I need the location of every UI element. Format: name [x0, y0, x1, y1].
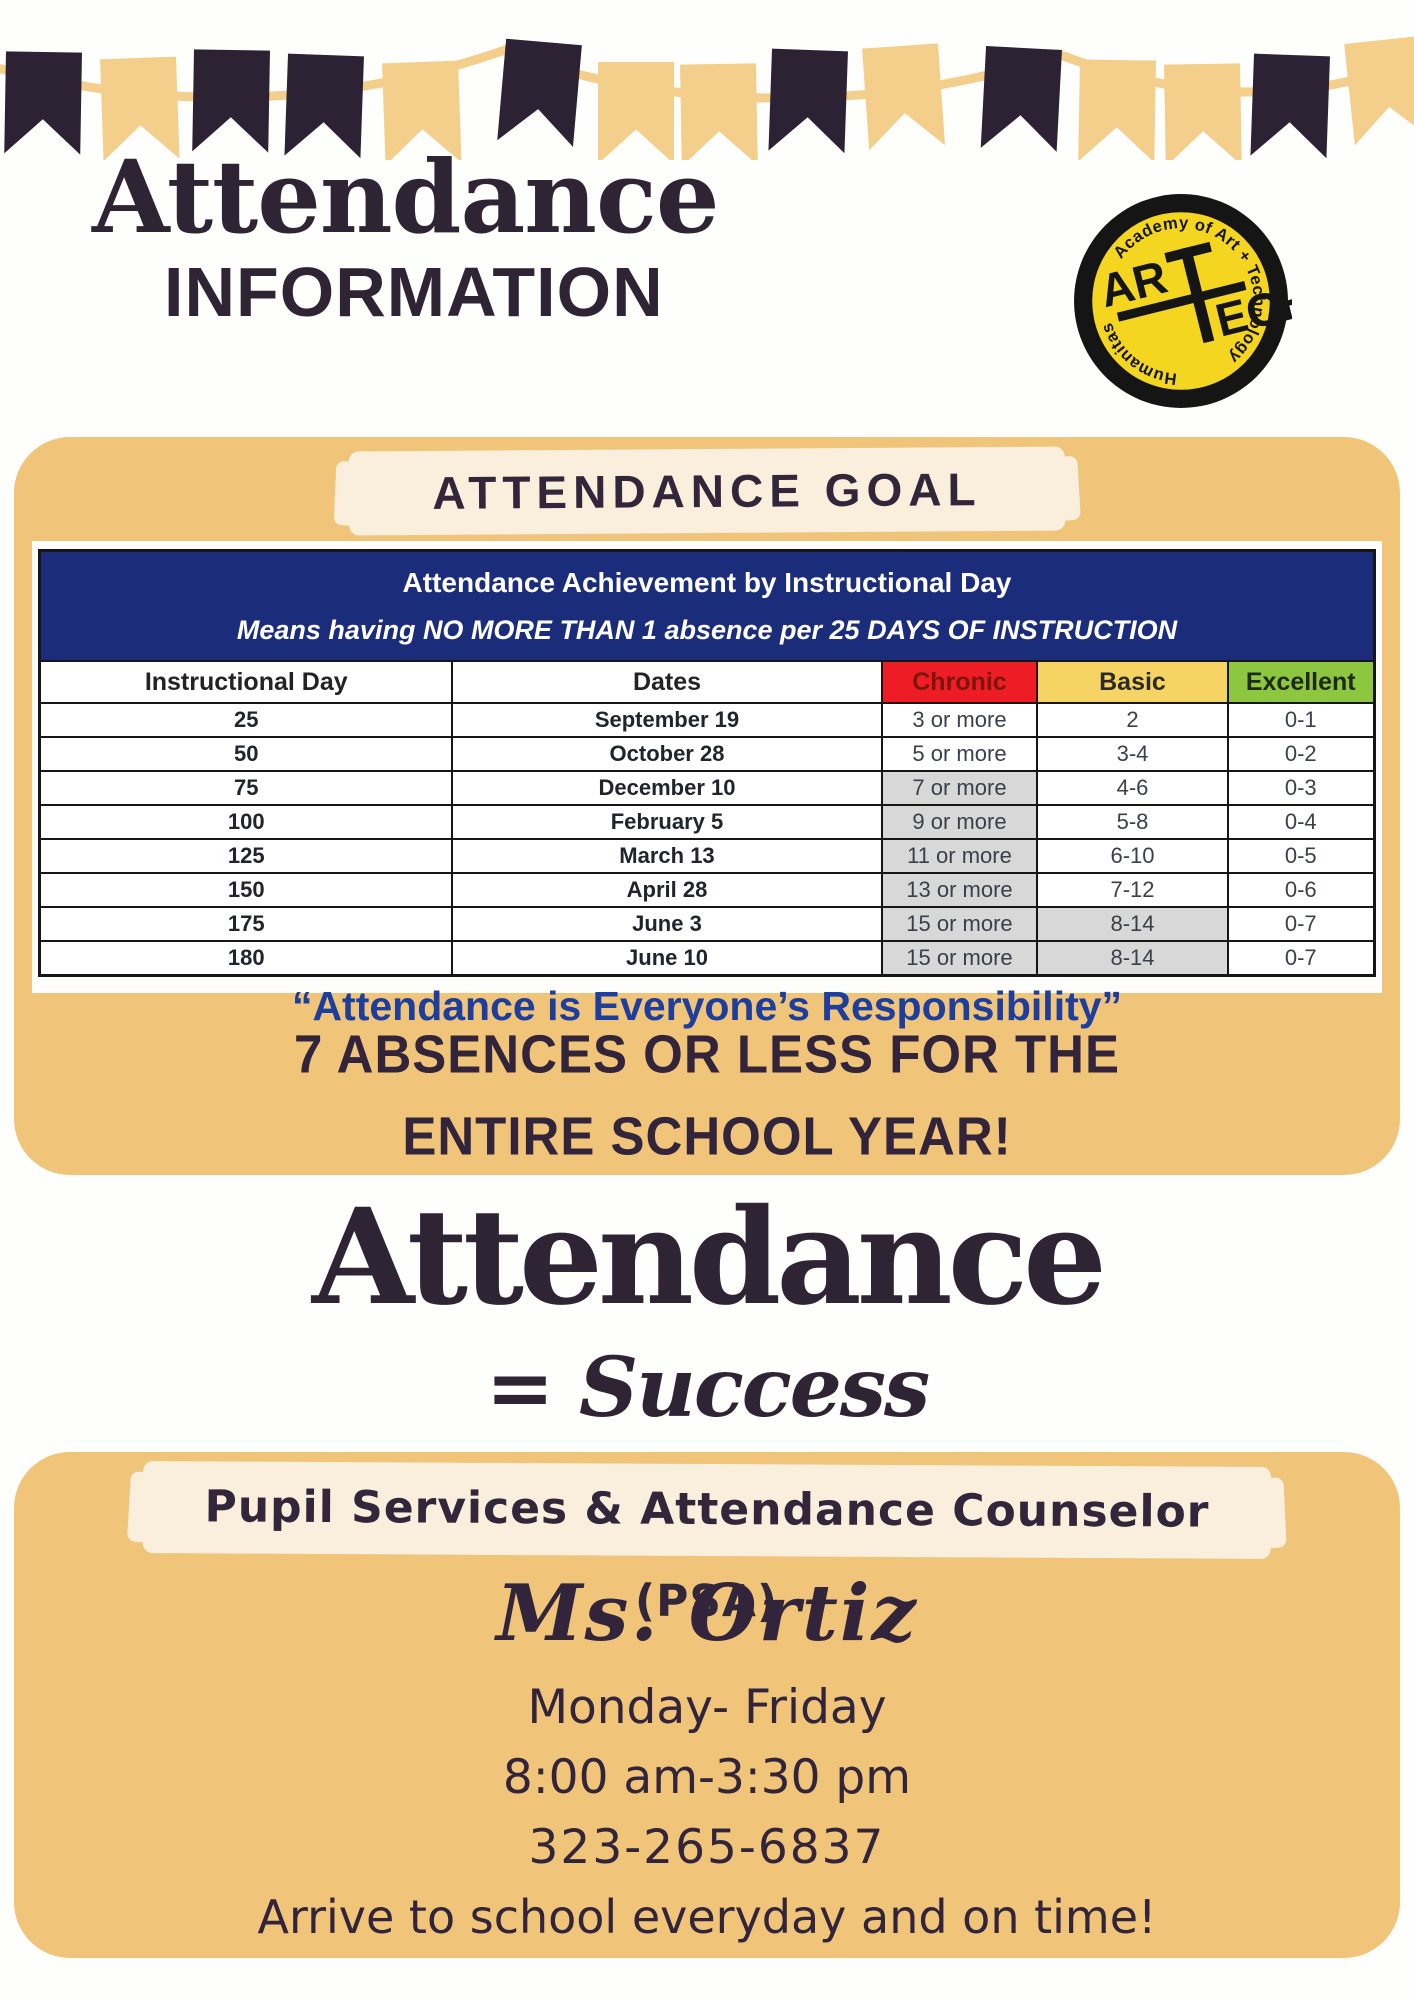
cell-instructional-day: 75 — [38, 770, 453, 806]
cell-excellent: 0-1 — [1226, 702, 1376, 738]
psa-phone: 323-265-6837 — [528, 1820, 886, 1875]
cell-date: March 13 — [450, 838, 883, 874]
pennant-flag — [192, 49, 270, 153]
table-panel: Attendance Achievement by Instructional … — [32, 541, 1382, 1029]
cell-date: April 28 — [450, 872, 883, 908]
psa-days: Monday- Friday — [527, 1680, 887, 1735]
cell-basic: 6-10 — [1035, 838, 1229, 874]
cell-excellent: 0-7 — [1226, 906, 1376, 942]
cell-basic: 8-14 — [1035, 940, 1229, 977]
table-row: 25 September 19 3 or more 2 0-1 — [38, 702, 1376, 738]
psa-counselor-name: Ms. Ortiz — [496, 1568, 918, 1659]
cell-chronic: 15 or more — [880, 906, 1038, 942]
psa-panel: Pupil Services & Attendance Counselor (P… — [14, 1452, 1400, 1958]
cell-chronic: 15 or more — [880, 940, 1038, 977]
cell-basic: 3-4 — [1035, 736, 1229, 772]
pennant-flag — [1250, 53, 1330, 159]
equation-word: Attendance — [311, 1180, 1107, 1335]
pennant-flag — [680, 63, 758, 160]
pennant-flag — [1344, 36, 1414, 146]
cell-excellent: 0-5 — [1226, 838, 1376, 874]
column-header-day: Instructional Day — [38, 660, 453, 704]
absences-callout-line1: 7 ABSENCES OR LESS FOR THE — [293, 1023, 1121, 1085]
pennant-flag — [382, 60, 462, 160]
cell-instructional-day: 180 — [38, 940, 453, 977]
pennant-flag — [100, 56, 180, 160]
cell-excellent: 0-6 — [1226, 872, 1376, 908]
bunting-banner — [0, 36, 1414, 160]
cell-instructional-day: 100 — [38, 804, 453, 840]
column-header-excellent: Excellent — [1226, 660, 1376, 704]
table-title: Attendance Achievement by Instructional … — [39, 550, 1374, 608]
pennant-flag — [497, 38, 582, 147]
cell-date: December 10 — [450, 770, 883, 806]
page-title: Attendance — [92, 138, 719, 256]
cell-date: October 28 — [450, 736, 883, 772]
table-row: 50 October 28 5 or more 3-4 0-2 — [38, 736, 1376, 772]
cell-date: June 10 — [450, 940, 883, 977]
cell-excellent: 0-2 — [1226, 736, 1376, 772]
pennant-flag — [1164, 63, 1242, 160]
column-header-dates: Dates — [450, 660, 883, 704]
cell-excellent: 0-7 — [1226, 940, 1376, 977]
logo-wordmark: AR ECH — [1095, 241, 1292, 347]
cell-basic: 7-12 — [1035, 872, 1229, 908]
responsibility-quote: “Attendance is Everyone’s Responsibility… — [291, 983, 1123, 1029]
cell-basic: 8-14 — [1035, 906, 1229, 942]
cell-instructional-day: 25 — [38, 702, 453, 738]
equation-success: = Success — [485, 1340, 930, 1436]
table-row: 175 June 3 15 or more 8-14 0-7 — [38, 906, 1376, 942]
cell-chronic: 13 or more — [880, 872, 1038, 908]
column-header-basic: Basic — [1035, 660, 1229, 704]
cell-chronic: 9 or more — [880, 804, 1038, 840]
pennant-flag — [980, 46, 1062, 152]
absences-callout: 7 ABSENCES OR LESS FOR THE ENTIRE SCHOOL… — [14, 1014, 1400, 1176]
table-columns-row: Instructional Day Dates Chronic Basic Excell… — [38, 660, 1376, 704]
cell-instructional-day: 50 — [38, 736, 453, 772]
cell-basic: 4-6 — [1035, 770, 1229, 806]
pennant-flag — [862, 43, 946, 151]
pennant-flag — [768, 48, 848, 154]
cell-date: February 5 — [450, 804, 883, 840]
table-row: 125 March 13 11 or more 6-10 0-5 — [38, 838, 1376, 874]
pennant-flag — [284, 53, 364, 159]
table-body: 25 September 19 3 or more 2 0-1 50 October 28 5… — [38, 702, 1376, 977]
page-subtitle: INFORMATION — [164, 253, 664, 331]
attendance-achievement-table: Attendance Achievement by Instructional … — [38, 549, 1376, 977]
pennant-flag — [1078, 59, 1156, 160]
cell-chronic: 7 or more — [880, 770, 1038, 806]
cell-excellent: 0-4 — [1226, 804, 1376, 840]
psa-heading: Pupil Services & Attendance Counselor (P… — [142, 1461, 1272, 1627]
pennant-flag — [4, 51, 82, 155]
column-header-chronic: Chronic — [880, 660, 1038, 704]
table-row: 75 December 10 7 or more 4-6 0-3 — [38, 770, 1376, 806]
cell-chronic: 11 or more — [880, 838, 1038, 874]
cell-excellent: 0-3 — [1226, 770, 1376, 806]
arttech-logo: Academy of Art + Technology Humanitas AR… — [1074, 194, 1292, 408]
attendance-goal-panel: ATTENDANCE GOAL Attendance Achievement b… — [14, 437, 1400, 1175]
pennant-flags — [4, 36, 1414, 160]
cell-basic: 5-8 — [1035, 804, 1229, 840]
table-row: 150 April 28 13 or more 7-12 0-6 — [38, 872, 1376, 908]
cell-chronic: 3 or more — [880, 702, 1038, 738]
cell-date: June 3 — [450, 906, 883, 942]
table-subtitle: Means having NO MORE THAN 1 absence per … — [39, 608, 1374, 661]
psa-message: Arrive to school everyday and on time! — [257, 1890, 1157, 1944]
cell-instructional-day: 125 — [38, 838, 453, 874]
absences-callout-line2: ENTIRE SCHOOL YEAR! — [402, 1105, 1012, 1166]
cell-chronic: 5 or more — [880, 736, 1038, 772]
cell-date: September 19 — [450, 702, 883, 738]
attendance-goal-heading: ATTENDANCE GOAL — [348, 446, 1066, 536]
cell-instructional-day: 150 — [38, 872, 453, 908]
table-row: 180 June 10 15 or more 8-14 0-7 — [38, 940, 1376, 977]
cell-instructional-day: 175 — [38, 906, 453, 942]
cell-basic: 2 — [1035, 702, 1229, 738]
psa-hours: 8:00 am-3:30 pm — [502, 1750, 912, 1805]
pennant-flag — [598, 62, 674, 160]
